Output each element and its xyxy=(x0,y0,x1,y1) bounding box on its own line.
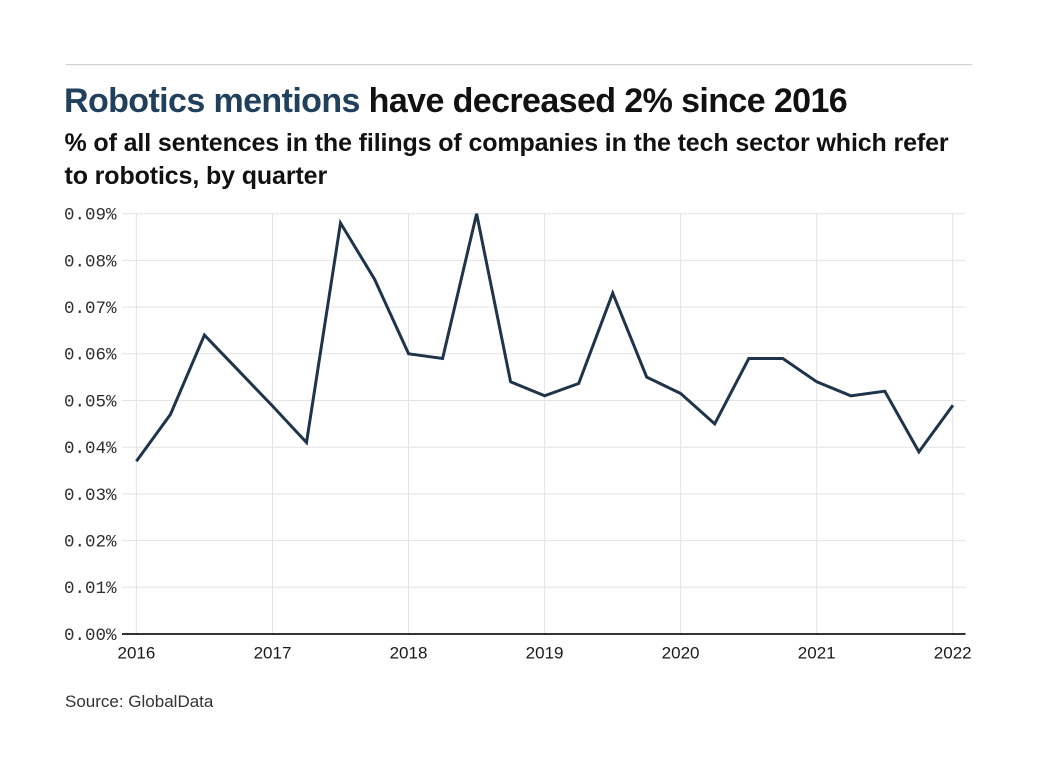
svg-text:Robotics mentions have decreas: Robotics mentions have decreased 2% sinc… xyxy=(64,82,847,120)
svg-text:0.03%: 0.03% xyxy=(64,486,117,506)
svg-text:2022: 2022 xyxy=(934,644,972,663)
svg-text:0.08%: 0.08% xyxy=(64,252,117,272)
svg-text:2019: 2019 xyxy=(526,644,564,663)
svg-text:% of all sentences in the fili: % of all sentences in the filings of com… xyxy=(65,129,949,157)
svg-text:0.07%: 0.07% xyxy=(64,299,117,319)
svg-text:2017: 2017 xyxy=(254,644,292,663)
svg-text:2018: 2018 xyxy=(390,644,428,663)
svg-text:0.09%: 0.09% xyxy=(64,206,117,226)
svg-text:0.04%: 0.04% xyxy=(64,439,117,459)
svg-text:2021: 2021 xyxy=(798,644,836,663)
svg-text:2020: 2020 xyxy=(662,644,700,663)
svg-text:0.01%: 0.01% xyxy=(64,579,117,599)
svg-text:0.05%: 0.05% xyxy=(64,392,117,412)
svg-text:0.00%: 0.00% xyxy=(64,626,117,646)
svg-text:Source: GlobalData: Source: GlobalData xyxy=(65,692,214,711)
svg-text:to robotics, by quarter: to robotics, by quarter xyxy=(65,162,328,190)
svg-text:0.02%: 0.02% xyxy=(64,533,117,553)
svg-text:0.06%: 0.06% xyxy=(64,346,117,366)
svg-text:2016: 2016 xyxy=(117,644,155,663)
